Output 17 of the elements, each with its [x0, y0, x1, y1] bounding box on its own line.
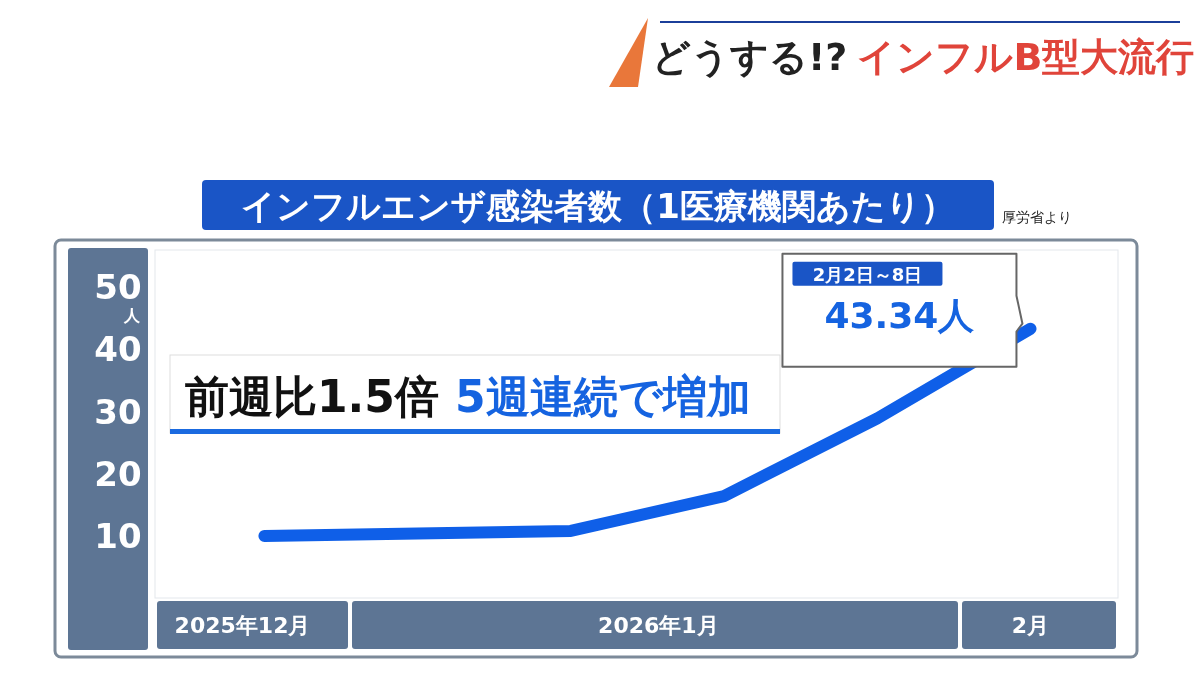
text: どうする!?: [652, 35, 848, 79]
text: インフルB型大流行: [857, 35, 1195, 79]
x-tick-label: 2月: [1011, 612, 1050, 638]
y-tick-label: 10: [94, 515, 142, 556]
data-label: 43.34人: [824, 294, 975, 336]
text: 厚労省より: [1002, 209, 1072, 225]
y-tick-label: 30: [94, 391, 142, 432]
x-tick-label: 2026年1月: [598, 612, 719, 638]
y-tick-label: 50: [94, 267, 142, 308]
y-tick-label: 40: [94, 329, 142, 370]
annotation: 2月2日～8日: [812, 263, 923, 285]
y-axis-title: 人: [123, 306, 141, 326]
annotation: 5週連続で増加: [454, 371, 751, 422]
x-tick-label: 2025年12月: [174, 612, 311, 638]
annotation: 前週比1.5倍: [185, 371, 439, 422]
y-tick-label: 20: [94, 453, 142, 494]
chart-title: インフルエンザ感染者数（1医療機関あたり）: [241, 186, 955, 226]
